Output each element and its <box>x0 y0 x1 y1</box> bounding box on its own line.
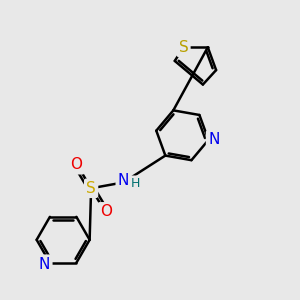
Text: N: N <box>208 132 220 147</box>
Text: O: O <box>100 204 112 219</box>
Text: H: H <box>131 177 141 190</box>
Text: O: O <box>70 157 83 172</box>
Text: N: N <box>39 257 50 272</box>
Text: N: N <box>118 173 129 188</box>
Text: S: S <box>86 181 96 196</box>
Text: S: S <box>178 40 188 55</box>
